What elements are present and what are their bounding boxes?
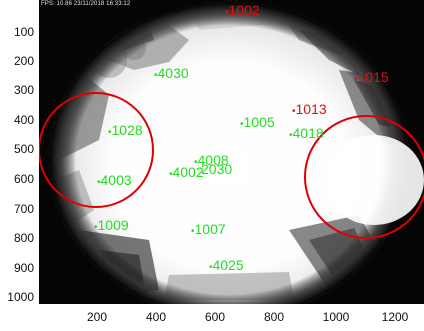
y-tick-100: 100 [13, 25, 34, 39]
x-tick-1000: 1000 [322, 310, 350, 324]
y-tick-900: 900 [13, 261, 34, 275]
label-1005: •1005 [240, 114, 275, 130]
label-1015: •1015 [354, 69, 389, 85]
y-tick-800: 800 [13, 231, 34, 245]
y-tick-200: 200 [13, 54, 34, 68]
label-1028: •1028 [108, 122, 143, 138]
label-4025: •4025 [209, 257, 244, 273]
label-1013: •1013 [292, 101, 327, 117]
y-tick-1000: 1000 [7, 290, 34, 304]
fps-overlay: FPS: 10.86 23/11/2018 16:33:12 [41, 1, 131, 7]
x-tick-200: 200 [86, 310, 108, 324]
label-4002: •4002 [169, 164, 204, 180]
label-1009: •1009 [94, 217, 129, 233]
label-1002: •1002 [225, 2, 260, 18]
label-1007: •1007 [191, 221, 226, 237]
fisheye-image: FPS: 10.86 23/11/2018 16:33:12 •1002 •10… [39, 0, 424, 304]
label-2030: 2030 [201, 161, 233, 177]
y-tick-500: 500 [13, 142, 34, 156]
red-circle-left [39, 92, 154, 208]
x-tick-800: 800 [263, 310, 285, 324]
x-tick-600: 600 [204, 310, 226, 324]
y-tick-400: 400 [13, 113, 34, 127]
label-4018-partial: •4018 [289, 125, 324, 141]
x-tick-400: 400 [145, 310, 167, 324]
y-tick-300: 300 [13, 83, 34, 97]
y-tick-600: 600 [13, 172, 34, 186]
label-4003: •4003 [97, 172, 132, 188]
red-circle-right [304, 115, 424, 239]
fisheye-scene [39, 0, 424, 304]
label-4008: •4008 [194, 152, 229, 168]
label-4030: •4030 [154, 65, 189, 81]
y-tick-700: 700 [13, 202, 34, 216]
x-tick-1200: 1200 [381, 310, 409, 324]
